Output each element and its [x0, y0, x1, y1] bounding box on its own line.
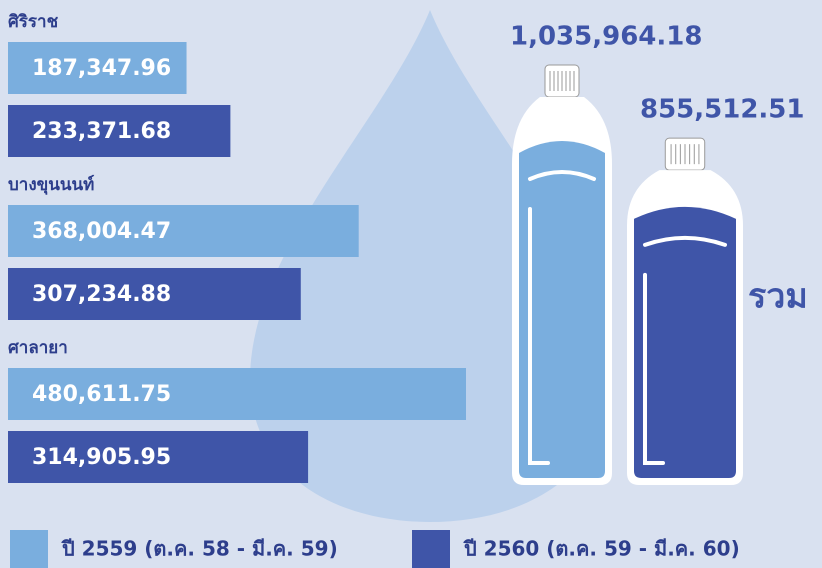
legend-swatch: [412, 530, 450, 568]
total-value: 1,035,964.18: [510, 22, 702, 52]
total-value: 855,512.51: [640, 95, 804, 125]
value-label: 233,371.68: [32, 119, 171, 144]
category-label: ศิริราช: [8, 12, 59, 32]
value-label: 368,004.47: [32, 219, 171, 244]
legend-swatch: [10, 530, 48, 568]
category-label: บางขุนนนท์: [8, 174, 94, 195]
value-label: 307,234.88: [32, 282, 171, 307]
value-label: 480,611.75: [32, 382, 171, 407]
bottle-liquid: [634, 207, 736, 478]
category-label: ศาลายา: [8, 338, 68, 358]
legend-label: ปี 2559 (ต.ค. 58 - มี.ค. 59): [61, 537, 338, 561]
legend-label: ปี 2560 (ต.ค. 59 - มี.ค. 60): [463, 537, 740, 561]
value-label: 314,905.95: [32, 445, 171, 470]
total-label: รวม: [748, 277, 808, 317]
value-label: 187,347.96: [32, 56, 171, 81]
chart: รวม ศิริราช 187,347.96 233,371.68 บางขุนนนท…: [0, 0, 822, 568]
